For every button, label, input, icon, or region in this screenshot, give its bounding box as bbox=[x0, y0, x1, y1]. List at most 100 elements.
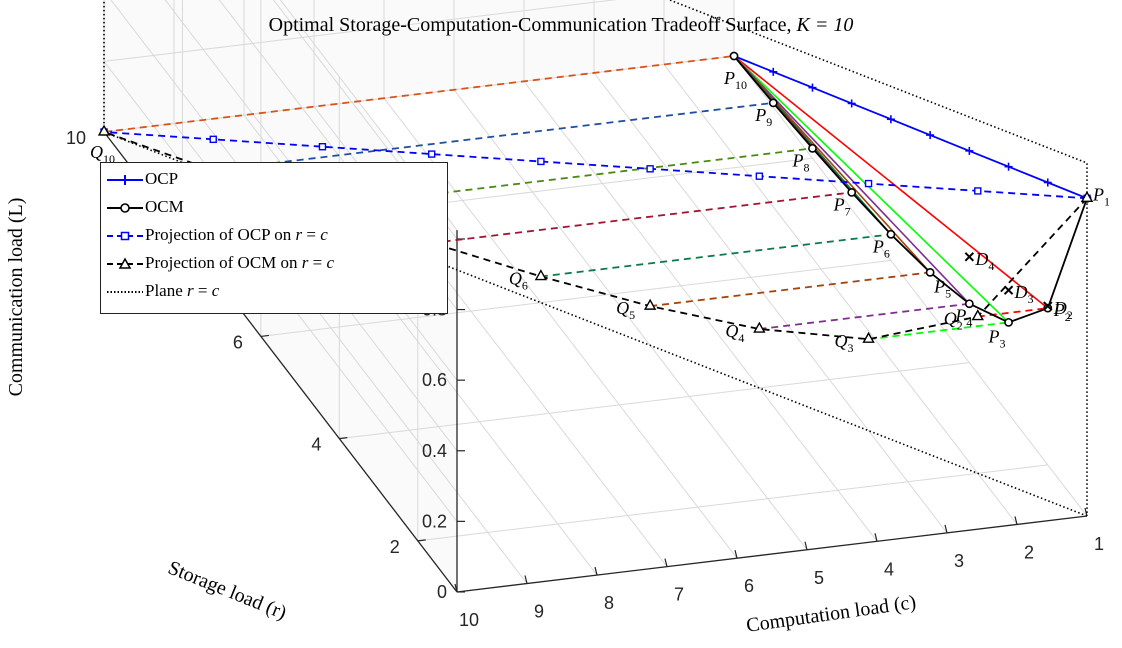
projection-ocp-marker bbox=[537, 157, 545, 166]
ocm-marker bbox=[847, 187, 857, 197]
q-point-label-index: 6 bbox=[522, 279, 528, 293]
p-point-label: P6 bbox=[872, 236, 890, 260]
ocm-line bbox=[733, 55, 1088, 324]
legend-ocm-swatch bbox=[107, 203, 143, 213]
p-point-label-index: 1 bbox=[1104, 194, 1110, 208]
chart-title-param: K = 10 bbox=[796, 14, 854, 36]
r-tick bbox=[417, 539, 426, 542]
c-tick-label: 8 bbox=[604, 593, 614, 613]
p-point-label-index: 8 bbox=[803, 160, 809, 174]
projection-connect-line bbox=[540, 233, 892, 278]
q-point-label-letter: Q bbox=[835, 331, 848, 351]
projection-ocp-marker bbox=[864, 179, 873, 188]
projection-ocp-marker bbox=[974, 187, 982, 195]
legend-proj-ocp-swatch bbox=[107, 231, 143, 241]
p-point-label-index: 5 bbox=[945, 286, 951, 300]
p-point-label: P1 bbox=[1092, 184, 1110, 208]
ocm-connect-line bbox=[733, 55, 970, 305]
c-tick bbox=[874, 533, 878, 542]
z-axis-label: Communication load (L) bbox=[5, 198, 27, 397]
p-point-label: P9 bbox=[754, 105, 772, 129]
projection-ocm-marker bbox=[1080, 190, 1094, 203]
p-point-label-index: 3 bbox=[1000, 336, 1006, 350]
d-point-label: D2 bbox=[1053, 298, 1073, 322]
ocp-line bbox=[733, 55, 1088, 200]
d-point-marker bbox=[1043, 301, 1053, 311]
c-tick-label: 4 bbox=[884, 559, 894, 579]
chart-title: Optimal Storage-Computation-Communicatio… bbox=[269, 14, 854, 36]
projection-ocm-marker bbox=[534, 269, 548, 281]
projection-ocp-marker bbox=[209, 135, 217, 144]
projection-connect-line bbox=[322, 147, 813, 209]
grid-c-floor bbox=[523, 81, 878, 542]
r-tick-label: 6 bbox=[233, 332, 243, 352]
c-tick bbox=[664, 558, 668, 567]
c-tick bbox=[524, 575, 528, 584]
legend-item-ocp: OCP bbox=[101, 168, 447, 192]
q-point-label-index: 4 bbox=[738, 331, 744, 345]
p-point-label-index: 6 bbox=[884, 246, 890, 260]
c-tick-label: 6 bbox=[744, 576, 754, 596]
y-axis-label: Storage load (r) bbox=[165, 557, 290, 624]
projection-ocp-line bbox=[103, 131, 1088, 200]
plane-r-equals-c bbox=[103, 0, 1088, 517]
ocm-marker bbox=[886, 229, 896, 239]
p-point-label: P10 bbox=[723, 68, 747, 92]
c-tick bbox=[594, 566, 598, 576]
projection-ocp-marker bbox=[318, 143, 327, 151]
p-point-label-letter: P bbox=[988, 326, 1000, 346]
c-tick bbox=[944, 524, 948, 534]
q-point-label: Q3 bbox=[835, 331, 854, 355]
plane-outline bbox=[103, 0, 1088, 517]
p-point-label-letter: P bbox=[933, 276, 945, 296]
legend-item-plane: Plane r = c bbox=[101, 280, 447, 304]
legend-item-proj-ocp: Projection of OCP on r = c bbox=[101, 224, 447, 248]
legend-ocm-label: OCM bbox=[145, 197, 184, 216]
ocm-marker bbox=[768, 98, 778, 108]
q-point-label-letter: Q bbox=[944, 309, 957, 329]
legend-ocp-label: OCP bbox=[145, 169, 179, 188]
d-point-label-letter: D bbox=[1053, 298, 1067, 318]
p-point-label-letter: P bbox=[723, 68, 735, 88]
d-point-marker bbox=[1003, 285, 1014, 295]
ocm-marker bbox=[1004, 317, 1013, 327]
chart-title-main: Optimal Storage-Computation-Communicatio… bbox=[269, 14, 797, 36]
legend-ocp-swatch bbox=[107, 175, 143, 185]
projection-ocm-marker bbox=[97, 124, 111, 136]
c-tick-label: 1 bbox=[1094, 534, 1104, 554]
grid-r-floor bbox=[260, 259, 891, 337]
grid-top bbox=[279, 0, 458, 231]
p-point-label: P2 bbox=[1053, 300, 1071, 324]
c-tick bbox=[804, 541, 808, 550]
legend-proj-ocm-label: Projection of OCM on r = c bbox=[145, 253, 335, 272]
p-point-label: P5 bbox=[933, 276, 951, 300]
q-point-label-letter: Q bbox=[725, 321, 738, 341]
p-point-label: P8 bbox=[791, 150, 809, 174]
d-point-label-letter: D bbox=[1014, 282, 1028, 302]
q-point-label-index: 3 bbox=[848, 341, 854, 355]
projection-connect-line bbox=[431, 191, 852, 244]
d-point-label: D4 bbox=[974, 249, 994, 273]
c-tick-label: 9 bbox=[534, 602, 544, 622]
ocm-connect-line bbox=[733, 55, 1049, 309]
d-point-label-index: 4 bbox=[988, 259, 994, 273]
z-tick-label: 0.6 bbox=[422, 370, 447, 390]
p-point-label-index: 4 bbox=[966, 316, 972, 330]
projection-ocm-marker bbox=[643, 298, 657, 310]
projection-ocm-marker bbox=[753, 321, 766, 333]
q-point-label: Q6 bbox=[509, 269, 528, 293]
projection-ocp-marker bbox=[755, 172, 764, 180]
d-point-label-index: 3 bbox=[1028, 292, 1034, 306]
p-point-label-letter: P bbox=[1092, 184, 1104, 204]
c-axis-line bbox=[456, 515, 1088, 593]
grid-c-floor bbox=[663, 64, 1018, 525]
d-point-label-index: 2 bbox=[1067, 308, 1073, 322]
c-tick bbox=[734, 550, 738, 559]
p-point-label: P3 bbox=[988, 326, 1006, 350]
c-tick-label: 3 bbox=[954, 551, 964, 571]
legend-plane-swatch bbox=[107, 291, 143, 293]
q-point-label-letter: Q bbox=[616, 298, 629, 318]
side-wall bbox=[104, 0, 735, 132]
p-point-label-index: 10 bbox=[735, 78, 747, 92]
